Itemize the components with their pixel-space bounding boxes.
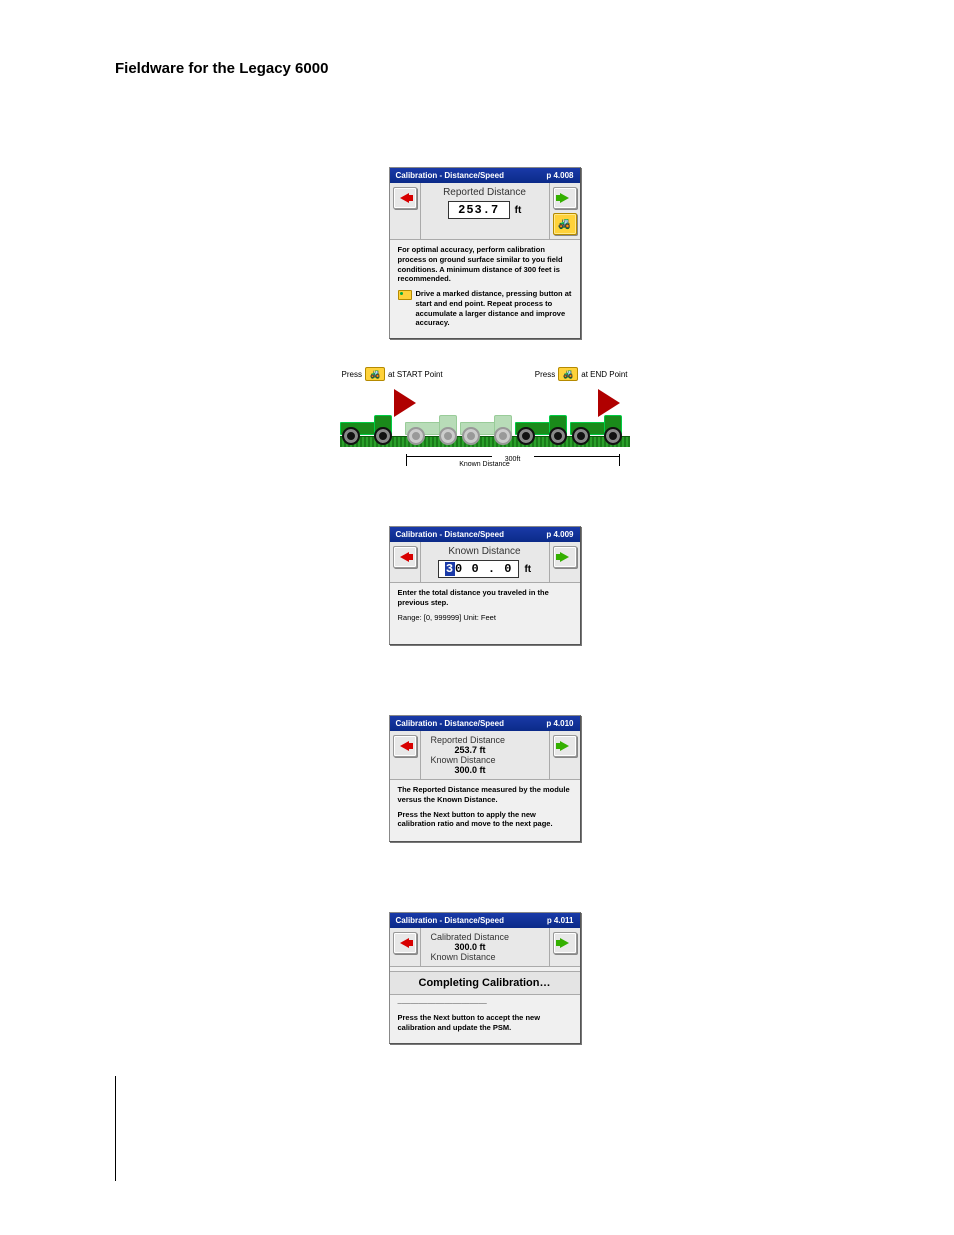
- mini-truck-button: 🚜: [365, 367, 385, 381]
- panel-2-title: Calibration - Distance/Speed: [396, 529, 504, 540]
- unit-label: ft: [524, 564, 531, 575]
- prev-button[interactable]: [393, 187, 417, 209]
- dimension-line: 300ft: [406, 456, 620, 457]
- panel-3-page: p 4.010: [546, 718, 573, 729]
- panel-2-body-2: Range: [0, 999999] Unit: Feet: [398, 613, 572, 623]
- panel-3: Calibration - Distance/Speed p 4.010 Rep…: [115, 715, 854, 842]
- panel-3-body-2: Press the Next button to apply the new c…: [398, 810, 572, 830]
- panel-3-title: Calibration - Distance/Speed: [396, 718, 504, 729]
- panel-3-body-1: The Reported Distance measured by the mo…: [398, 785, 572, 805]
- truck-bullet-icon: [398, 290, 412, 300]
- panel-1-page: p 4.008: [546, 170, 573, 181]
- panel-4-row-0-label: Calibrated Distance: [431, 932, 510, 942]
- next-button[interactable]: [553, 932, 577, 954]
- diagram-arrow-icon: [598, 389, 620, 417]
- next-button[interactable]: [553, 546, 577, 568]
- panel-3-row-0-label: Reported Distance: [431, 735, 506, 745]
- truck-icon: 🚜: [563, 370, 573, 378]
- next-button[interactable]: [553, 735, 577, 757]
- prev-button[interactable]: [393, 932, 417, 954]
- arrow-right-icon: [560, 552, 569, 562]
- diagram-start-caption: Press 🚜 at START Point: [342, 367, 443, 381]
- diagram-truck: [570, 413, 622, 441]
- panel-3-titlebar: Calibration - Distance/Speed p 4.010: [390, 716, 580, 731]
- diagram-end-caption: Press 🚜 at END Point: [535, 367, 628, 381]
- panel-2: Calibration - Distance/Speed p 4.009 Kno…: [115, 526, 854, 645]
- mini-truck-button: 🚜: [558, 367, 578, 381]
- panel-4-page: p 4.011: [547, 915, 574, 926]
- arrow-right-icon: [560, 741, 569, 751]
- panel-4-body-1: Press the Next button to accept the new …: [398, 1013, 572, 1033]
- panel-4-titlebar: Calibration - Distance/Speed p 4.011: [390, 913, 580, 928]
- panel-4-row-1-label: Known Distance: [431, 952, 496, 962]
- panel-2-body-1: Enter the total distance you traveled in…: [398, 588, 572, 608]
- diagram-truck: [515, 413, 567, 441]
- distance-diagram: Press 🚜 at START Point Press 🚜 at END Po…: [115, 367, 854, 471]
- arrow-right-icon: [560, 938, 569, 948]
- panel-2-label: Known Distance: [448, 546, 520, 557]
- arrow-left-icon: [400, 741, 409, 751]
- known-distance-input[interactable]: 30 0 . 0: [438, 560, 520, 578]
- panel-2-page: p 4.009: [546, 529, 573, 540]
- panel-1-label: Reported Distance: [443, 187, 526, 198]
- arrow-left-icon: [400, 938, 409, 948]
- next-button[interactable]: [553, 187, 577, 209]
- panel-1-body-1: For optimal accuracy, perform calibratio…: [398, 245, 572, 284]
- arrow-left-icon: [400, 552, 409, 562]
- panel-4-row-0-value: 300.0 ft: [455, 942, 486, 952]
- panel-3-row-0-value: 253.7 ft: [455, 745, 486, 755]
- completing-banner: Completing Calibration…: [390, 971, 580, 995]
- page-title: Fieldware for the Legacy 6000: [115, 60, 854, 77]
- panel-3-row-1-label: Known Distance: [431, 755, 496, 765]
- arrow-right-icon: [560, 193, 569, 203]
- panel-1-titlebar: Calibration - Distance/Speed p 4.008: [390, 168, 580, 183]
- margin-rule: [115, 1076, 116, 1181]
- prev-button[interactable]: [393, 735, 417, 757]
- arrow-left-icon: [400, 193, 409, 203]
- diagram-truck: [460, 413, 512, 441]
- unit-label: ft: [515, 205, 522, 216]
- panel-4: Calibration - Distance/Speed p 4.011 Cal…: [115, 912, 854, 1044]
- truck-icon: 🚜: [558, 219, 570, 229]
- reported-distance-input[interactable]: 253.7: [448, 201, 510, 219]
- diagram-truck: [405, 413, 457, 441]
- panel-1-body-2: Drive a marked distance, pressing button…: [416, 289, 572, 328]
- panel-3-row-1-value: 300.0 ft: [455, 765, 486, 775]
- panel-4-title: Calibration - Distance/Speed: [396, 915, 504, 926]
- drive-button[interactable]: 🚜: [553, 213, 577, 235]
- truck-icon: 🚜: [370, 370, 380, 378]
- diagram-truck: [340, 413, 392, 441]
- panel-2-titlebar: Calibration - Distance/Speed p 4.009: [390, 527, 580, 542]
- dimension-label: Known Distance: [340, 461, 630, 468]
- panel-4-truncated: ─────────────────────: [398, 1001, 572, 1009]
- panel-1-title: Calibration - Distance/Speed: [396, 170, 504, 181]
- panel-1: Calibration - Distance/Speed p 4.008 Rep…: [115, 167, 854, 339]
- prev-button[interactable]: [393, 546, 417, 568]
- diagram-arrow-icon: [394, 389, 416, 417]
